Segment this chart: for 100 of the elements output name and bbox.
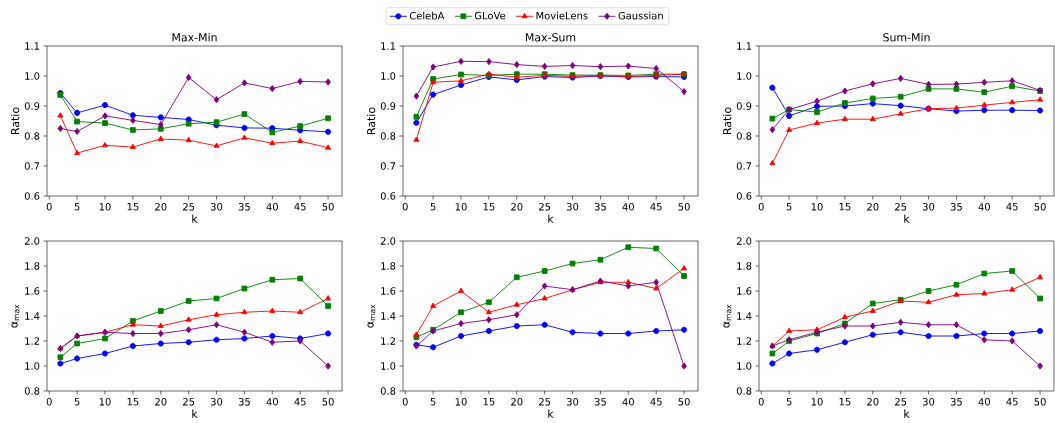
x-tick-label: 35 (238, 398, 250, 406)
x-tick-label: 30 (922, 203, 935, 211)
x-tick-label: 30 (210, 398, 223, 406)
x-tick-label: 0 (46, 398, 52, 406)
y-tick-label: 1.4 (25, 312, 40, 320)
x-tick-label: 40 (622, 203, 634, 211)
y-tick-label: 0.7 (380, 162, 396, 170)
x-tick-label: 0 (402, 203, 408, 211)
y-tick-label: 1.2 (737, 337, 751, 345)
legend-label: CelebA (409, 11, 445, 20)
x-tick-label: 5 (786, 398, 792, 406)
legend-label: MovieLens (536, 11, 588, 20)
x-tick-label: 15 (127, 203, 139, 211)
x-tick-label: 20 (511, 398, 523, 406)
y-tick-label: 0.8 (736, 387, 752, 395)
y-tick-label: 1.0 (381, 362, 396, 370)
x-tick-label: 50 (322, 203, 334, 211)
x-tick-label: 40 (978, 203, 990, 211)
x-tick-label: 15 (127, 398, 139, 406)
y-tick-label: 2.0 (380, 237, 396, 245)
x-tick-label: 10 (811, 398, 823, 406)
y-tick-label: 1.4 (737, 312, 752, 320)
x-tick-label: 35 (238, 203, 250, 211)
y-tick-label: 0.7 (736, 162, 752, 170)
y-tick-label: 0.8 (380, 132, 396, 140)
x-tick-label: 50 (1034, 203, 1046, 211)
y-axis-title: Ratio (10, 107, 20, 134)
y-tick-label: 0.9 (24, 102, 40, 110)
x-tick-label: 45 (1006, 203, 1018, 211)
x-tick-label: 10 (455, 398, 467, 406)
x-tick-label: 15 (839, 398, 851, 406)
x-tick-label: 0 (758, 203, 764, 211)
y-tick-label: 0.9 (736, 102, 752, 110)
x-tick-label: 40 (622, 398, 634, 406)
y-tick-label: 1.0 (381, 72, 396, 80)
x-tick-label: 10 (99, 398, 111, 406)
x-tick-label: 10 (99, 203, 111, 211)
x-tick-label: 25 (539, 203, 551, 211)
y-tick-label: 1.8 (381, 262, 396, 270)
x-tick-label: 35 (950, 398, 962, 406)
y-tick-label: 1.8 (737, 262, 752, 270)
x-tick-label: 30 (566, 398, 579, 406)
x-tick-label: 30 (566, 203, 579, 211)
x-tick-label: 40 (978, 398, 990, 406)
x-axis-title: k (192, 214, 198, 223)
x-tick-label: 5 (430, 398, 436, 406)
x-tick-label: 25 (895, 398, 907, 406)
y-axis-title: Ratio (722, 107, 732, 134)
x-axis-title: k (548, 214, 554, 223)
chart-title: Sum-Min (883, 33, 930, 42)
y-tick-label: 1.0 (737, 362, 752, 370)
legend-label: Gaussian (618, 11, 663, 20)
x-tick-label: 25 (183, 203, 195, 211)
y-tick-label: 1.1 (25, 42, 40, 50)
y-tick-label: 0.6 (736, 192, 752, 200)
y-tick-label: 1.0 (25, 72, 40, 80)
y-axis-title: Ratio (366, 107, 376, 134)
x-tick-label: 50 (678, 203, 690, 211)
y-tick-label: 1.6 (381, 287, 396, 295)
x-tick-label: 50 (322, 398, 334, 406)
x-tick-label: 15 (483, 203, 495, 211)
x-axis-title: k (904, 409, 910, 418)
y-tick-label: 1.8 (25, 262, 40, 270)
y-tick-label: 2.0 (736, 237, 752, 245)
y-tick-label: 2.0 (24, 237, 40, 245)
y-axis-title: α$_{max}$ (11, 304, 20, 328)
x-tick-label: 0 (46, 203, 52, 211)
y-tick-label: 0.8 (24, 387, 40, 395)
x-tick-label: 10 (455, 203, 467, 211)
x-tick-label: 20 (155, 203, 167, 211)
y-tick-label: 1.2 (381, 337, 395, 345)
x-tick-label: 25 (895, 203, 907, 211)
x-tick-label: 25 (539, 398, 551, 406)
y-tick-label: 1.0 (25, 362, 40, 370)
x-tick-label: 20 (511, 203, 523, 211)
x-axis-title: k (192, 409, 198, 418)
y-axis-title: α$_{max}$ (723, 304, 732, 328)
x-axis-title: k (904, 214, 910, 223)
x-tick-label: 20 (867, 203, 879, 211)
x-tick-label: 40 (266, 398, 278, 406)
y-tick-label: 1.1 (737, 42, 752, 50)
x-tick-label: 50 (678, 398, 690, 406)
y-axis-title: α$_{max}$ (367, 304, 376, 328)
chart-title: Max-Sum (525, 33, 576, 42)
x-tick-label: 45 (1006, 398, 1018, 406)
x-tick-label: 30 (922, 398, 935, 406)
y-tick-label: 0.8 (24, 132, 40, 140)
y-tick-label: 1.2 (25, 337, 39, 345)
x-tick-label: 5 (430, 203, 436, 211)
x-tick-label: 40 (266, 203, 278, 211)
y-tick-label: 1.4 (381, 312, 396, 320)
y-tick-label: 1.6 (25, 287, 40, 295)
x-tick-label: 35 (594, 398, 606, 406)
x-tick-label: 5 (74, 203, 80, 211)
x-tick-label: 15 (483, 398, 495, 406)
y-tick-label: 0.6 (380, 192, 396, 200)
chart-title: Max-Min (172, 33, 217, 42)
x-tick-label: 15 (839, 203, 851, 211)
x-tick-label: 45 (294, 203, 306, 211)
x-tick-label: 10 (811, 203, 823, 211)
